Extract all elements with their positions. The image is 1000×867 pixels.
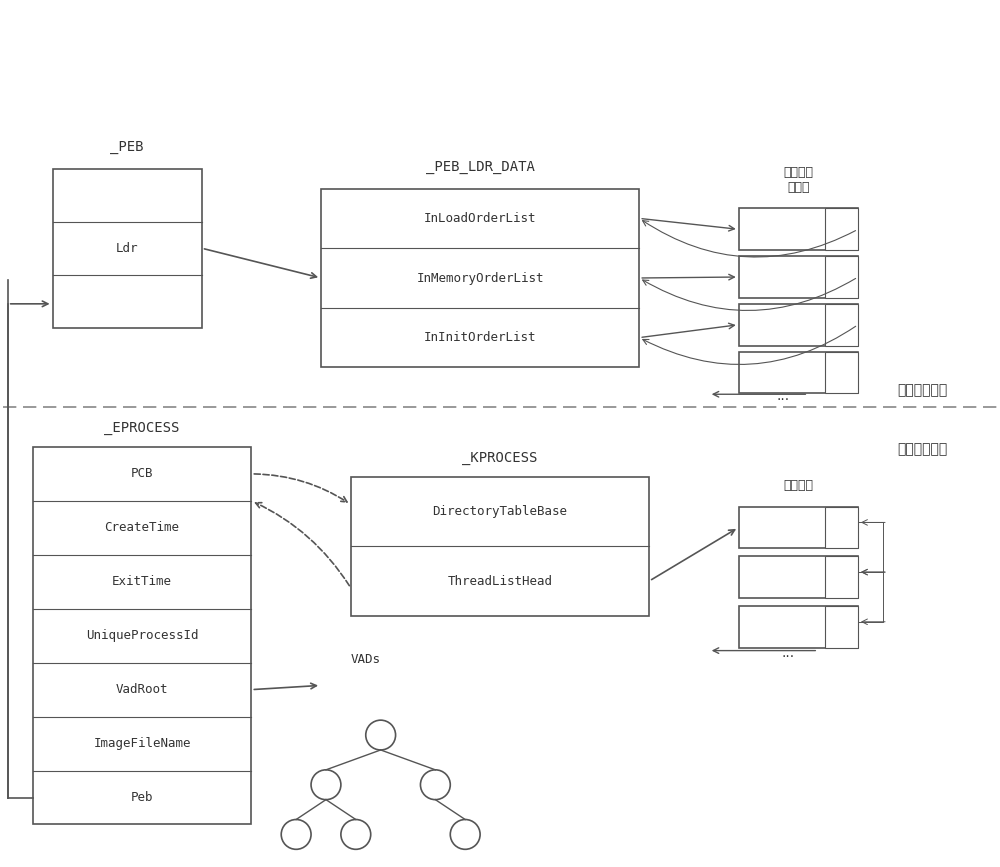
- Text: 内核地址空间: 内核地址空间: [897, 442, 948, 456]
- FancyBboxPatch shape: [825, 208, 858, 251]
- Text: InMemoryOrderList: InMemoryOrderList: [416, 271, 544, 284]
- FancyBboxPatch shape: [825, 256, 858, 298]
- FancyBboxPatch shape: [33, 447, 251, 825]
- Text: 用户地址空间: 用户地址空间: [897, 383, 948, 397]
- Text: CreateTime: CreateTime: [105, 521, 180, 534]
- FancyBboxPatch shape: [321, 189, 639, 368]
- FancyBboxPatch shape: [53, 169, 202, 328]
- FancyBboxPatch shape: [739, 303, 858, 346]
- Text: PCB: PCB: [131, 467, 153, 480]
- Text: Ldr: Ldr: [116, 242, 138, 255]
- FancyBboxPatch shape: [739, 256, 858, 298]
- FancyBboxPatch shape: [739, 208, 858, 251]
- FancyBboxPatch shape: [825, 557, 858, 598]
- FancyBboxPatch shape: [739, 606, 858, 648]
- Text: _PEB_LDR_DATA: _PEB_LDR_DATA: [426, 160, 535, 173]
- Text: VADs: VADs: [351, 653, 381, 666]
- Text: InInitOrderList: InInitOrderList: [424, 331, 536, 344]
- Text: ImageFileName: ImageFileName: [93, 737, 191, 750]
- FancyBboxPatch shape: [825, 351, 858, 394]
- FancyBboxPatch shape: [739, 506, 858, 548]
- Text: 线程链表: 线程链表: [783, 479, 813, 492]
- FancyBboxPatch shape: [825, 506, 858, 548]
- Text: ...: ...: [782, 646, 795, 660]
- Text: ...: ...: [777, 389, 790, 403]
- Text: _EPROCESS: _EPROCESS: [104, 421, 180, 435]
- Text: UniqueProcessId: UniqueProcessId: [86, 629, 198, 642]
- FancyBboxPatch shape: [351, 477, 649, 616]
- Text: InLoadOrderList: InLoadOrderList: [424, 212, 536, 225]
- Text: VadRoot: VadRoot: [116, 683, 168, 696]
- Text: 加载的模
块链表: 加载的模 块链表: [783, 166, 813, 193]
- Text: ExitTime: ExitTime: [112, 576, 172, 588]
- Text: ThreadListHead: ThreadListHead: [448, 575, 552, 588]
- Text: _PEB: _PEB: [110, 140, 144, 153]
- FancyBboxPatch shape: [825, 303, 858, 346]
- Text: Peb: Peb: [131, 791, 153, 804]
- FancyBboxPatch shape: [825, 606, 858, 648]
- FancyBboxPatch shape: [739, 351, 858, 394]
- Text: _KPROCESS: _KPROCESS: [462, 451, 538, 465]
- FancyBboxPatch shape: [739, 557, 858, 598]
- Text: DirectoryTableBase: DirectoryTableBase: [433, 505, 568, 518]
